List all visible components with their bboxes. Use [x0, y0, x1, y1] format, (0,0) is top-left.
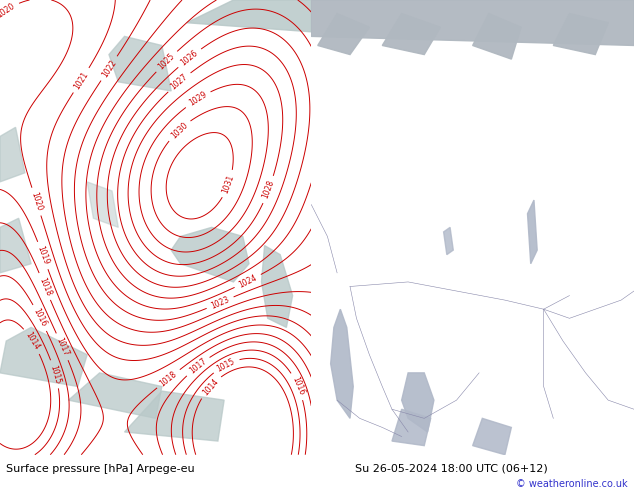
Polygon shape: [0, 327, 87, 387]
Text: 1016: 1016: [290, 376, 306, 397]
Polygon shape: [171, 227, 249, 282]
Polygon shape: [527, 200, 537, 264]
Text: 1029: 1029: [187, 90, 209, 108]
Text: 1020: 1020: [0, 1, 16, 19]
Polygon shape: [87, 182, 119, 227]
Text: 1014: 1014: [200, 377, 220, 397]
Text: © weatheronline.co.uk: © weatheronline.co.uk: [516, 479, 628, 489]
Text: 1031: 1031: [221, 173, 236, 195]
Text: 1022: 1022: [100, 58, 118, 79]
Text: 1025: 1025: [157, 51, 177, 72]
Text: 1017: 1017: [188, 357, 208, 376]
Polygon shape: [472, 418, 512, 455]
Polygon shape: [472, 14, 521, 59]
Polygon shape: [331, 309, 353, 418]
Polygon shape: [382, 14, 441, 54]
Polygon shape: [0, 127, 25, 182]
Text: 1015: 1015: [216, 356, 236, 373]
Text: 1030: 1030: [169, 121, 189, 140]
Text: 1015: 1015: [48, 364, 62, 385]
Text: 1016: 1016: [32, 307, 48, 328]
Text: 1019: 1019: [36, 245, 51, 266]
Text: 1023: 1023: [209, 294, 231, 311]
Text: 1020: 1020: [29, 191, 44, 212]
Polygon shape: [261, 245, 293, 327]
Polygon shape: [553, 14, 608, 54]
Text: 1024: 1024: [237, 273, 259, 290]
Text: 1018: 1018: [37, 276, 53, 297]
Text: 1021: 1021: [72, 70, 90, 91]
Text: 1028: 1028: [261, 179, 276, 200]
Text: 1026: 1026: [179, 49, 200, 68]
Polygon shape: [109, 36, 171, 91]
Polygon shape: [124, 391, 224, 441]
Text: Su 26-05-2024 18:00 UTC (06+12): Su 26-05-2024 18:00 UTC (06+12): [355, 464, 548, 474]
Text: Surface pressure [hPa] Arpege-eu: Surface pressure [hPa] Arpege-eu: [6, 464, 195, 474]
Text: 1017: 1017: [55, 336, 70, 357]
Polygon shape: [444, 227, 453, 255]
Polygon shape: [0, 218, 31, 273]
Polygon shape: [187, 0, 311, 32]
Polygon shape: [402, 373, 434, 432]
Polygon shape: [311, 0, 634, 46]
Polygon shape: [392, 409, 430, 445]
Text: 1027: 1027: [169, 73, 190, 92]
Polygon shape: [318, 14, 370, 54]
Text: 1014: 1014: [23, 331, 41, 352]
Text: 1018: 1018: [158, 369, 179, 388]
Polygon shape: [68, 373, 162, 418]
